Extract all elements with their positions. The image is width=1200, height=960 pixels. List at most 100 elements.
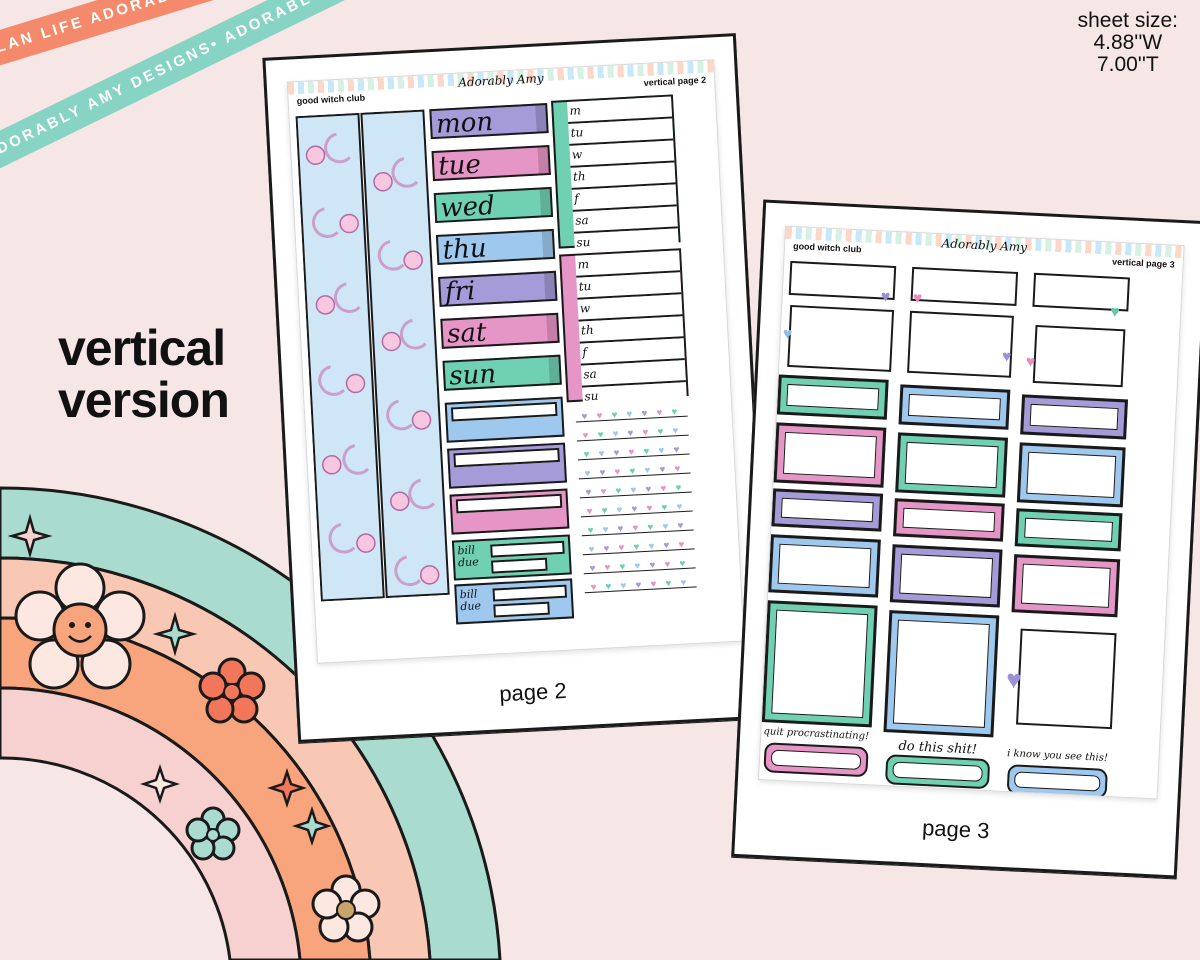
bill-due-blue: bill due — [454, 578, 575, 625]
heart-icon: ♥ — [635, 580, 642, 591]
heart-icon: ♥ — [601, 505, 608, 516]
heart-icon: ♥ — [630, 485, 637, 496]
heart-icon: ♥ — [590, 582, 597, 593]
doodle-box — [907, 310, 1014, 378]
label-box-pink — [1011, 554, 1121, 618]
grid-box-pink — [773, 422, 887, 488]
doodle-box — [787, 304, 895, 372]
sheet-size-label: sheet size: — [1077, 9, 1178, 32]
heart-icon: ♥ — [612, 429, 619, 440]
heart-icon: ♥ — [880, 288, 891, 306]
caption-i-know-you-see-this: i know you see this! — [1006, 748, 1109, 764]
sheet-width: 4.88''W — [1093, 31, 1163, 54]
day-label-wed: wed — [433, 186, 554, 224]
heart-icon: ♥ — [589, 563, 596, 574]
heart-icon: ♥ — [656, 407, 663, 418]
heart-icon: ♥ — [605, 581, 612, 592]
weekday-list-teal: m tu w th f sa su — [551, 94, 681, 254]
rainbow-illustration — [0, 486, 502, 960]
heart-icon: ♥ — [611, 410, 618, 421]
heart-icon: ♥ — [671, 407, 678, 418]
heart-icon: ♥ — [581, 411, 588, 422]
caption-quit-procrastinating: quit procrastinating! — [763, 726, 870, 743]
heart-icon: ♥ — [602, 524, 609, 535]
heart-icon: ♥ — [660, 483, 667, 494]
weekday-list-pink: m tu w th f sa su — [559, 248, 689, 408]
bill-due-label: bill due — [459, 587, 482, 614]
heart-icon: ♥ — [646, 503, 653, 514]
sparkle-icon — [267, 768, 307, 808]
heart-icon: ♥ — [650, 579, 657, 590]
heart-icon: ♥ — [585, 487, 592, 498]
heart-icon: ♥ — [645, 484, 652, 495]
heart-icon: ♥ — [634, 561, 641, 572]
heart-icon: ♥ — [648, 541, 655, 552]
heart-icon: ♥ — [641, 408, 648, 419]
label-box-purple — [889, 544, 1003, 608]
heart-icon: ♥ — [649, 560, 656, 571]
heart-icon: ♥ — [600, 486, 607, 497]
heart-icon: ♥ — [598, 449, 605, 460]
heart-icon: ♥ — [679, 558, 686, 569]
page-3-label: page 3 — [921, 815, 991, 844]
heart-icon: ♥ — [663, 540, 670, 551]
pill-box-pink — [763, 742, 869, 778]
smiley-flower-icon — [14, 562, 146, 690]
heart-icon: ♥ — [912, 289, 923, 308]
heart-icon: ♥ — [658, 445, 665, 456]
heart-icon: ♥ — [584, 468, 591, 479]
sticker-sheet-page-2: good witch club Adorably Amy vertical pa… — [286, 59, 745, 664]
heart-icon: ♥ — [616, 505, 623, 516]
heart-icon: ♥ — [603, 543, 610, 554]
big-doodle-box — [1015, 628, 1117, 730]
heart-icon: ♥ — [673, 445, 680, 456]
doodle-box — [910, 266, 1019, 306]
grid-box-purple — [1020, 394, 1129, 440]
headline-line-1: vertical — [58, 320, 226, 376]
pill-box-blue — [1006, 764, 1108, 799]
heart-icon: ♥ — [631, 504, 638, 515]
heart-icon: ♥ — [680, 577, 687, 588]
heart-icon: ♥ — [665, 578, 672, 589]
heart-icon: ♥ — [596, 411, 603, 422]
heart-icon: ♥ — [1001, 348, 1012, 366]
heart-check-rows: ♥ ♥ ♥ ♥ ♥ ♥ ♥ ♥ ♥ ♥ ♥ ♥ ♥ ♥ ♥ ♥ ♥ ♥ ♥ ♥ ♥ ♥ ♥ ♥ ♥ ♥ ♥ ♥ ♥ ♥ ♥ ♥ ♥ ♥ ♥ ♥ ♥ ♥ ♥ ♥… — [575, 407, 697, 593]
grid-box-blue — [898, 384, 1011, 430]
heart-icon: ♥ — [587, 525, 594, 536]
habit-box-pink — [449, 488, 570, 535]
white-flower-icon — [311, 874, 381, 943]
heart-icon: ♥ — [582, 430, 589, 441]
heart-icon: ♥ — [644, 465, 651, 476]
sheet-size-note: sheet size: 4.88''W 7.00''T — [1078, 10, 1178, 76]
doodle-box — [1032, 324, 1126, 388]
heart-icon: ♥ — [599, 467, 606, 478]
mint-flower-icon — [185, 806, 241, 861]
headline: vertical version — [58, 320, 230, 428]
heart-icon: ♥ — [643, 446, 650, 457]
heart-icon: ♥ — [1025, 353, 1036, 371]
heart-icon: ♥ — [662, 521, 669, 532]
heart-icon: ♥ — [674, 464, 681, 475]
heart-icon: ♥ — [1109, 303, 1121, 322]
sparkle-icon — [152, 611, 198, 657]
habit-box-blue — [444, 396, 565, 443]
heart-icon: ♥ — [659, 464, 666, 475]
heart-icon: ♥ — [647, 522, 654, 533]
heart-icon: ♥ — [642, 427, 649, 438]
heart-icon: ♥ — [617, 524, 624, 535]
heart-icon: ♥ — [672, 426, 679, 437]
big-box-blue — [883, 610, 1000, 738]
habit-box-purple — [447, 442, 568, 489]
headline-line-2: version — [58, 372, 230, 428]
bill-due-label: bill due — [457, 543, 480, 570]
big-grid-box-teal — [761, 600, 878, 728]
page-2-card: good witch club Adorably Amy vertical pa… — [262, 33, 772, 743]
moon-pattern-strip — [295, 109, 450, 602]
grid-box-teal — [895, 432, 1008, 498]
grid-box-teal — [776, 374, 889, 420]
heart-icon: ♥ — [619, 562, 626, 573]
heart-icon: ♥ — [615, 486, 622, 497]
heart-icon: ♥ — [597, 430, 604, 441]
day-label-fri: fri — [438, 270, 558, 308]
heart-icon: ♥ — [664, 559, 671, 570]
